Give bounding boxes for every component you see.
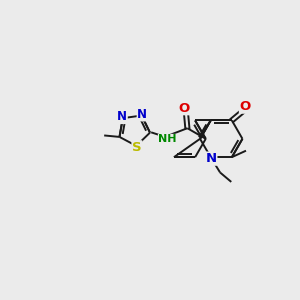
Text: N: N: [206, 152, 217, 165]
Text: S: S: [132, 141, 142, 154]
Text: N: N: [117, 110, 127, 124]
Text: O: O: [179, 102, 190, 115]
Text: N: N: [137, 108, 147, 121]
Text: NH: NH: [158, 134, 177, 144]
Text: O: O: [239, 100, 251, 113]
